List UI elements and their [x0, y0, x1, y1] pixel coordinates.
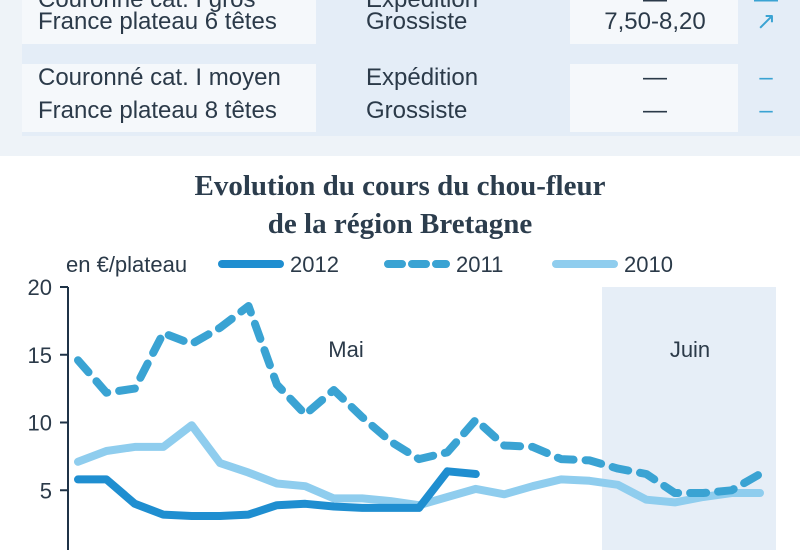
price-band — [570, 0, 738, 44]
y-tick-label: 0 — [40, 546, 52, 550]
price-value: 7,50-8,20 — [604, 8, 706, 35]
market-type: Grossiste — [366, 97, 468, 124]
table-row: France plateau 8 têtes Grossiste — – — [22, 95, 800, 127]
product-name: France plateau 8 têtes — [38, 97, 277, 124]
price-table: Couronné cat. I gros Expédition — — Fran… — [22, 0, 800, 136]
market-type: Expédition — [366, 0, 478, 16]
y-tick-label: 20 — [28, 275, 52, 300]
chart-title-line-2: de la région Bretagne — [267, 208, 533, 240]
y-tick-label: 15 — [28, 343, 52, 368]
series-line-2011 — [74, 302, 764, 497]
product-band — [22, 0, 316, 44]
market-type: Expédition — [366, 64, 479, 91]
legend-label-2010: 2010 — [624, 252, 673, 277]
trend-dash-icon: – — [759, 64, 773, 91]
trend-dash-icon: – — [759, 97, 773, 124]
table-row: Couronné cat. I gros Expédition — — — [22, 0, 800, 16]
june-shading — [602, 287, 776, 550]
y-tick-label: 10 — [28, 411, 52, 436]
product-name: France plateau 6 têtes — [38, 8, 277, 35]
chart-title-line-1: Evolution du cours du chou-fleur — [194, 170, 606, 202]
month-label-mai: Mai — [328, 337, 363, 362]
table-row: France plateau 6 têtes Grossiste 7,50-8,… — [22, 6, 800, 38]
market-type: Grossiste — [366, 8, 468, 35]
legend-label-2011: 2011 — [456, 252, 503, 277]
y-tick-label: 5 — [40, 478, 52, 503]
month-label-juin: Juin — [670, 337, 710, 362]
price-value: — — [643, 64, 667, 91]
product-band — [22, 64, 316, 132]
product-name: Couronné cat. I gros — [38, 0, 255, 16]
line-chart: 0 5 10 15 20 Mai Juin en €/plateau 2012 2011 2010 — [28, 252, 776, 550]
series-line-2012 — [74, 467, 480, 520]
chart-panel: Evolution du cours du chou-fleur de la r… — [0, 156, 800, 550]
trend-arrow-icon: ↗ — [755, 8, 777, 35]
legend-label-2012: 2012 — [290, 252, 339, 277]
trend-arrow-icon: — — [746, 0, 786, 16]
price-value: — — [643, 97, 667, 124]
price-value: — — [570, 0, 740, 16]
price-band — [570, 64, 738, 132]
product-name: Couronné cat. I moyen — [38, 64, 281, 91]
legend-unit: en €/plateau — [66, 252, 187, 277]
table-row: Couronné cat. I moyen Expédition — – — [22, 62, 800, 94]
